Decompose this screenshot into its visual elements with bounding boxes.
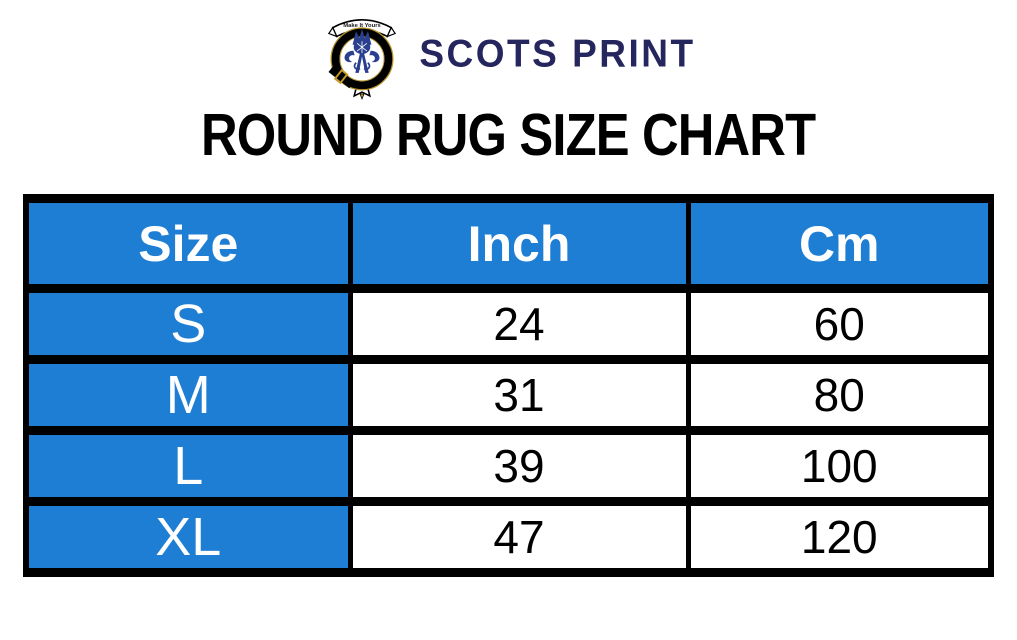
column-header-inch: Inch [347,194,691,293]
size-value: S [23,284,353,364]
page-title: ROUND RUG SIZE CHART [201,102,816,168]
title-wrap: ROUND RUG SIZE CHART [0,104,1017,168]
table-row: S 24 60 [23,284,994,364]
inch-value: 47 [347,497,691,577]
inch-value: 31 [347,355,691,435]
thistle-crest-icon: Make It Yours [328,19,397,100]
cm-value: 120 [685,497,994,577]
table-row: XL 47 120 [23,497,994,577]
size-value: XL [23,497,353,577]
inch-value: 39 [347,426,691,506]
cm-value: 60 [685,284,994,364]
table-row: L 39 100 [23,426,994,506]
column-header-size: Size [23,194,353,293]
cm-value: 80 [685,355,994,435]
banner-text: Make It Yours [344,23,382,29]
size-chart-table: Size Inch Cm S 24 60 M 31 80 L 39 100 [23,194,994,577]
brand-name: SCOTS PRINT [419,31,696,75]
cm-value: 100 [685,426,994,506]
size-value: L [23,426,353,506]
inch-value: 24 [347,284,691,364]
column-header-cm: Cm [685,194,994,293]
header-row: Size Inch Cm [23,194,994,293]
size-value: M [23,355,353,435]
table-row: M 31 80 [23,355,994,435]
brand-header: Make It Yours [0,0,1017,100]
